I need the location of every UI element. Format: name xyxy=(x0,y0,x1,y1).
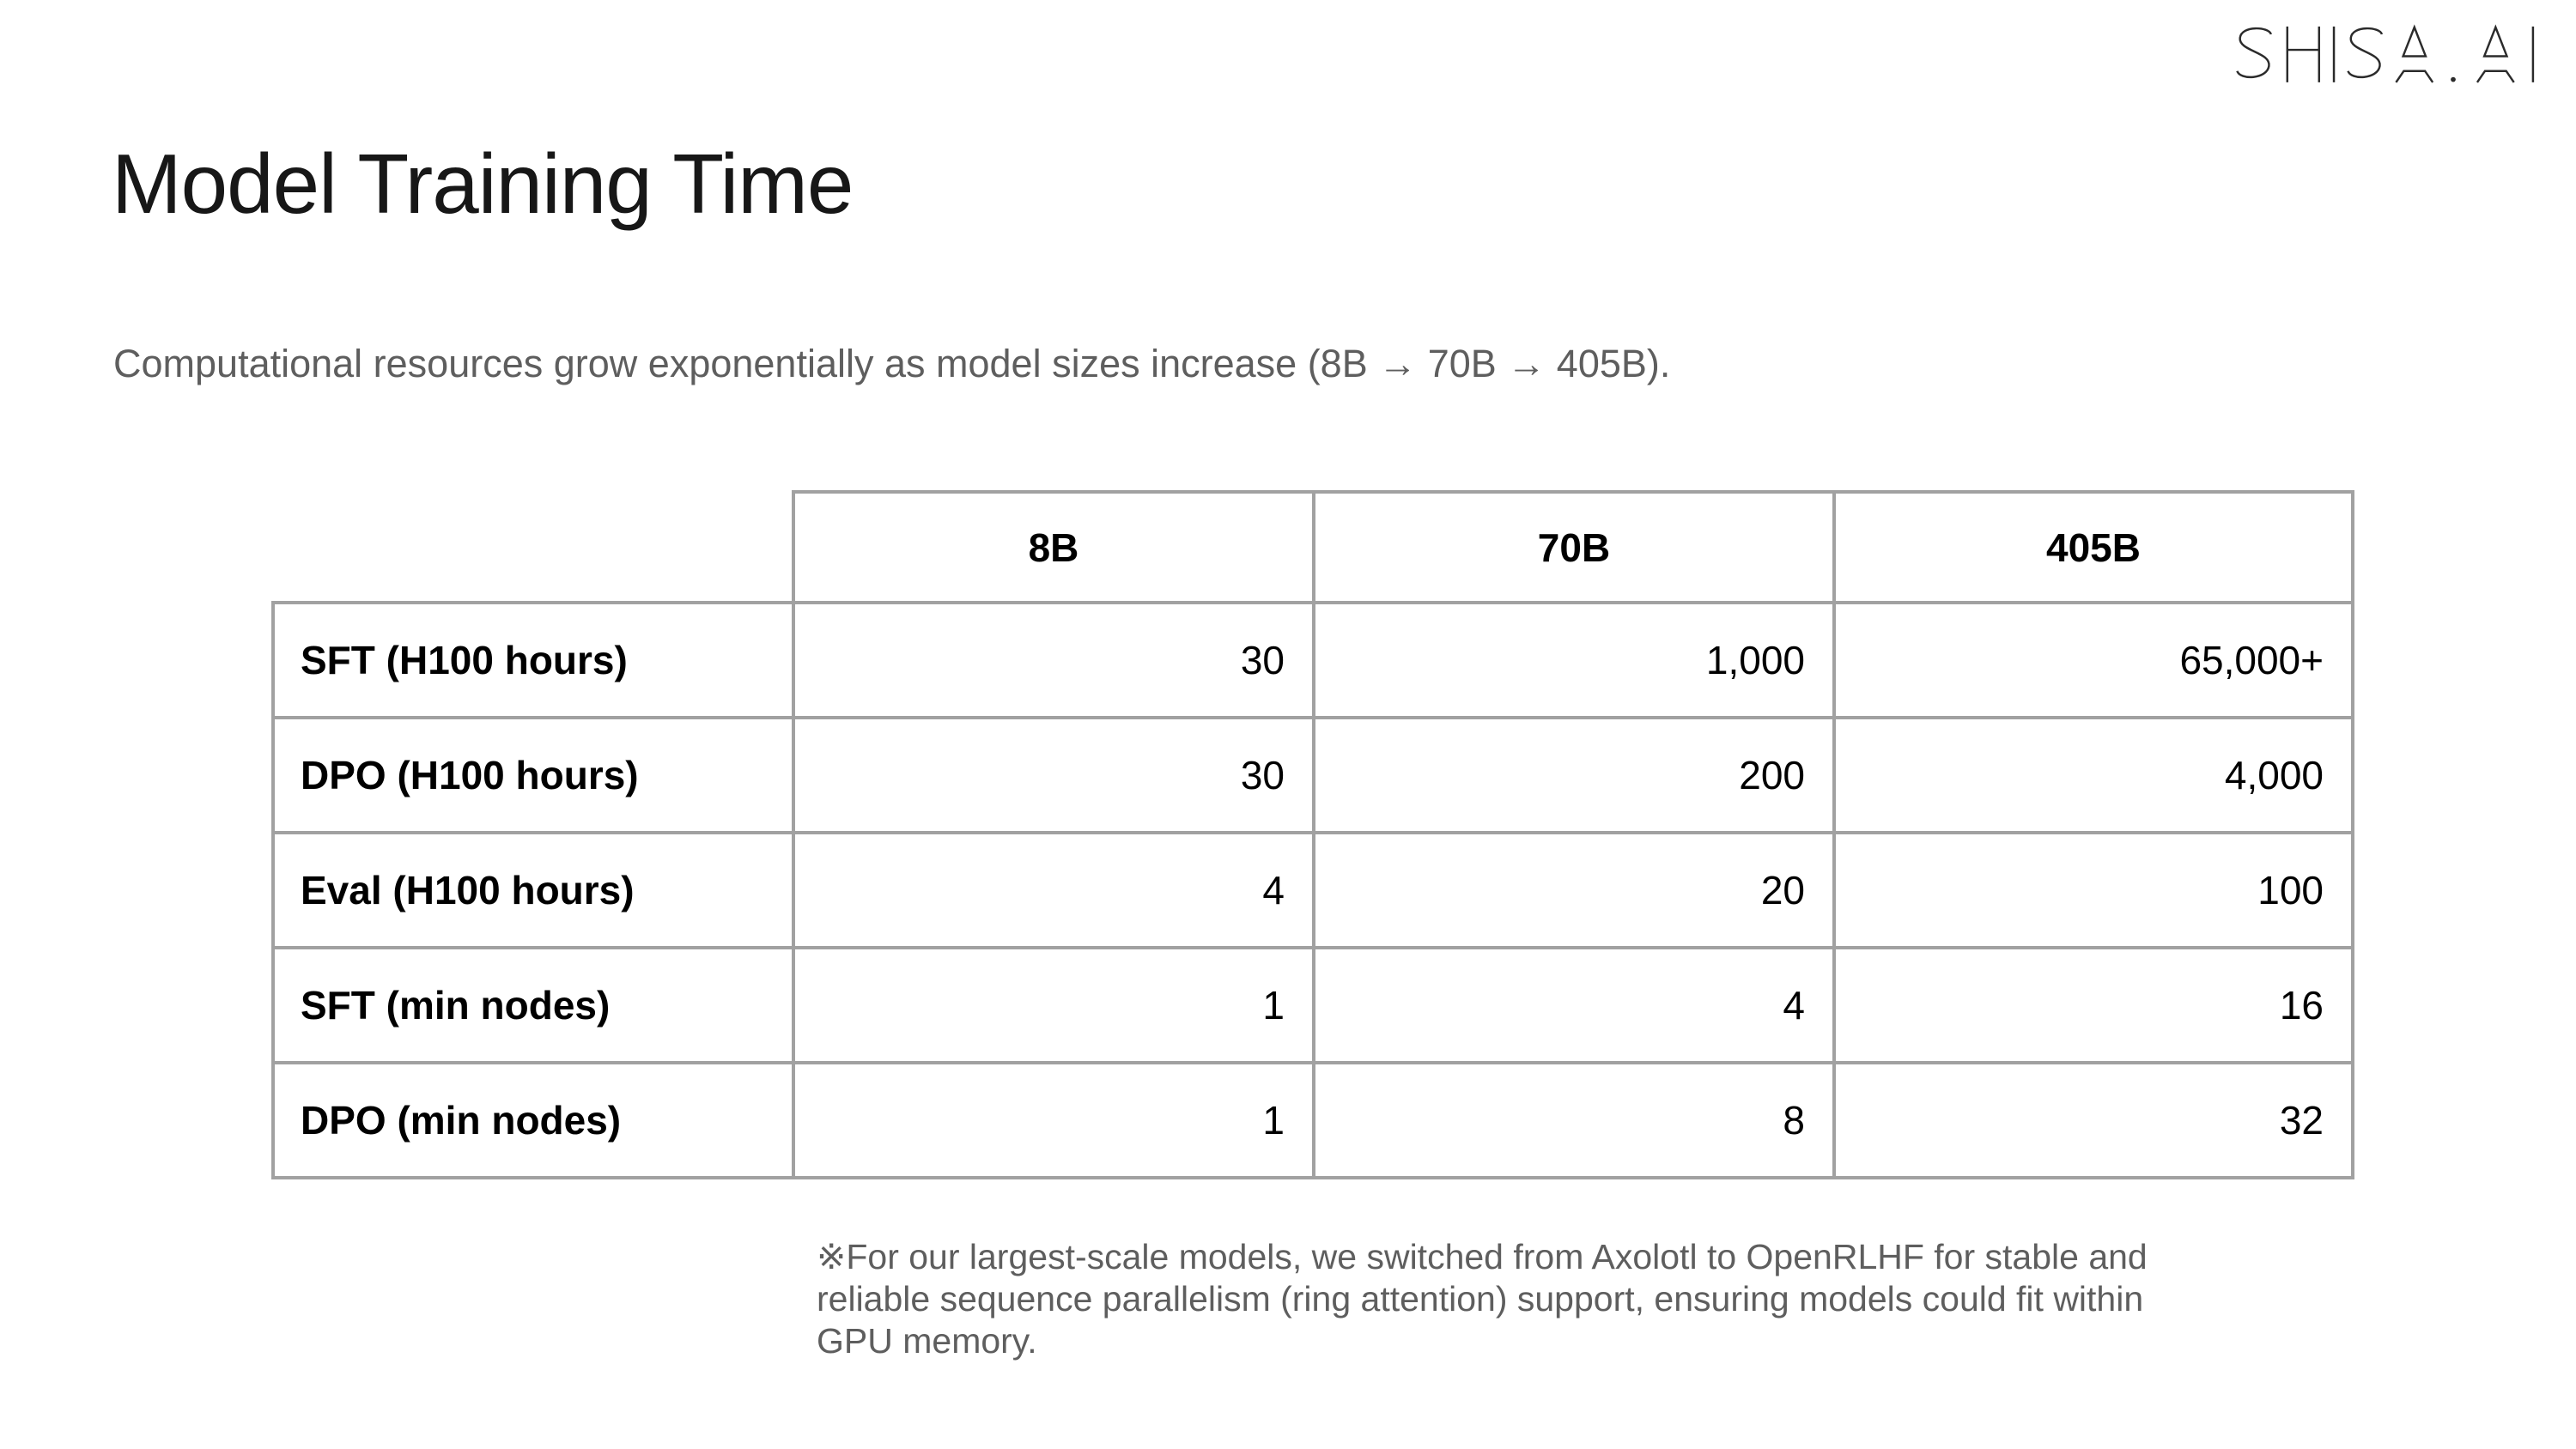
cell-value: 100 xyxy=(1832,831,2354,949)
table-row: DPO (min nodes) 1 8 32 xyxy=(271,1061,2354,1179)
row-label: SFT (min nodes) xyxy=(271,946,795,1064)
header-row: 8B 70B 405B xyxy=(273,490,2354,604)
footnote-line: reliable sequence parallelism (ring atte… xyxy=(817,1279,2144,1319)
row-label: DPO (H100 hours) xyxy=(271,716,795,834)
footnote: ※For our largest-scale models, we switch… xyxy=(817,1236,2328,1362)
cell-value: 200 xyxy=(1312,716,1836,834)
cell-value: 20 xyxy=(1312,831,1836,949)
cell-value: 65,000+ xyxy=(1832,601,2354,719)
training-time-table: 8B 70B 405B SFT (H100 hours) 30 1,000 65… xyxy=(271,490,2354,1179)
cell-value: 1 xyxy=(792,946,1315,1064)
cell-value: 4 xyxy=(792,831,1315,949)
table-row: Eval (H100 hours) 4 20 100 xyxy=(271,831,2354,949)
slide-subtitle: Computational resources grow exponential… xyxy=(113,342,1671,385)
cell-value: 32 xyxy=(1832,1061,2354,1179)
cell-value: 1 xyxy=(792,1061,1315,1179)
cell-value: 4,000 xyxy=(1832,716,2354,834)
footnote-line: ※For our largest-scale models, we switch… xyxy=(817,1237,2148,1276)
cell-value: 8 xyxy=(1312,1061,1836,1179)
table-row: SFT (H100 hours) 30 1,000 65,000+ xyxy=(271,601,2354,719)
footnote-line: GPU memory. xyxy=(817,1321,1037,1361)
row-label: Eval (H100 hours) xyxy=(271,831,795,949)
corner-cell xyxy=(273,492,793,603)
table-row: SFT (min nodes) 1 4 16 xyxy=(271,946,2354,1064)
cell-value: 16 xyxy=(1832,946,2354,1064)
brand-logo: SHISA . AI xyxy=(2234,22,2545,86)
cell-value: 4 xyxy=(1312,946,1836,1064)
cell-value: 1,000 xyxy=(1312,601,1836,719)
column-header-8b: 8B xyxy=(792,490,1315,604)
cell-value: 30 xyxy=(792,716,1315,834)
column-header-70b: 70B xyxy=(1312,490,1836,604)
row-label: DPO (min nodes) xyxy=(271,1061,795,1179)
column-header-405b: 405B xyxy=(1832,490,2354,604)
shisa-ai-logo-icon xyxy=(2236,24,2535,83)
brand-logo-text: SHISA . AI xyxy=(2234,86,2235,87)
row-label: SFT (H100 hours) xyxy=(271,601,795,719)
table-row: DPO (H100 hours) 30 200 4,000 xyxy=(271,716,2354,834)
cell-value: 30 xyxy=(792,601,1315,719)
slide-title: Model Training Time xyxy=(112,136,854,231)
